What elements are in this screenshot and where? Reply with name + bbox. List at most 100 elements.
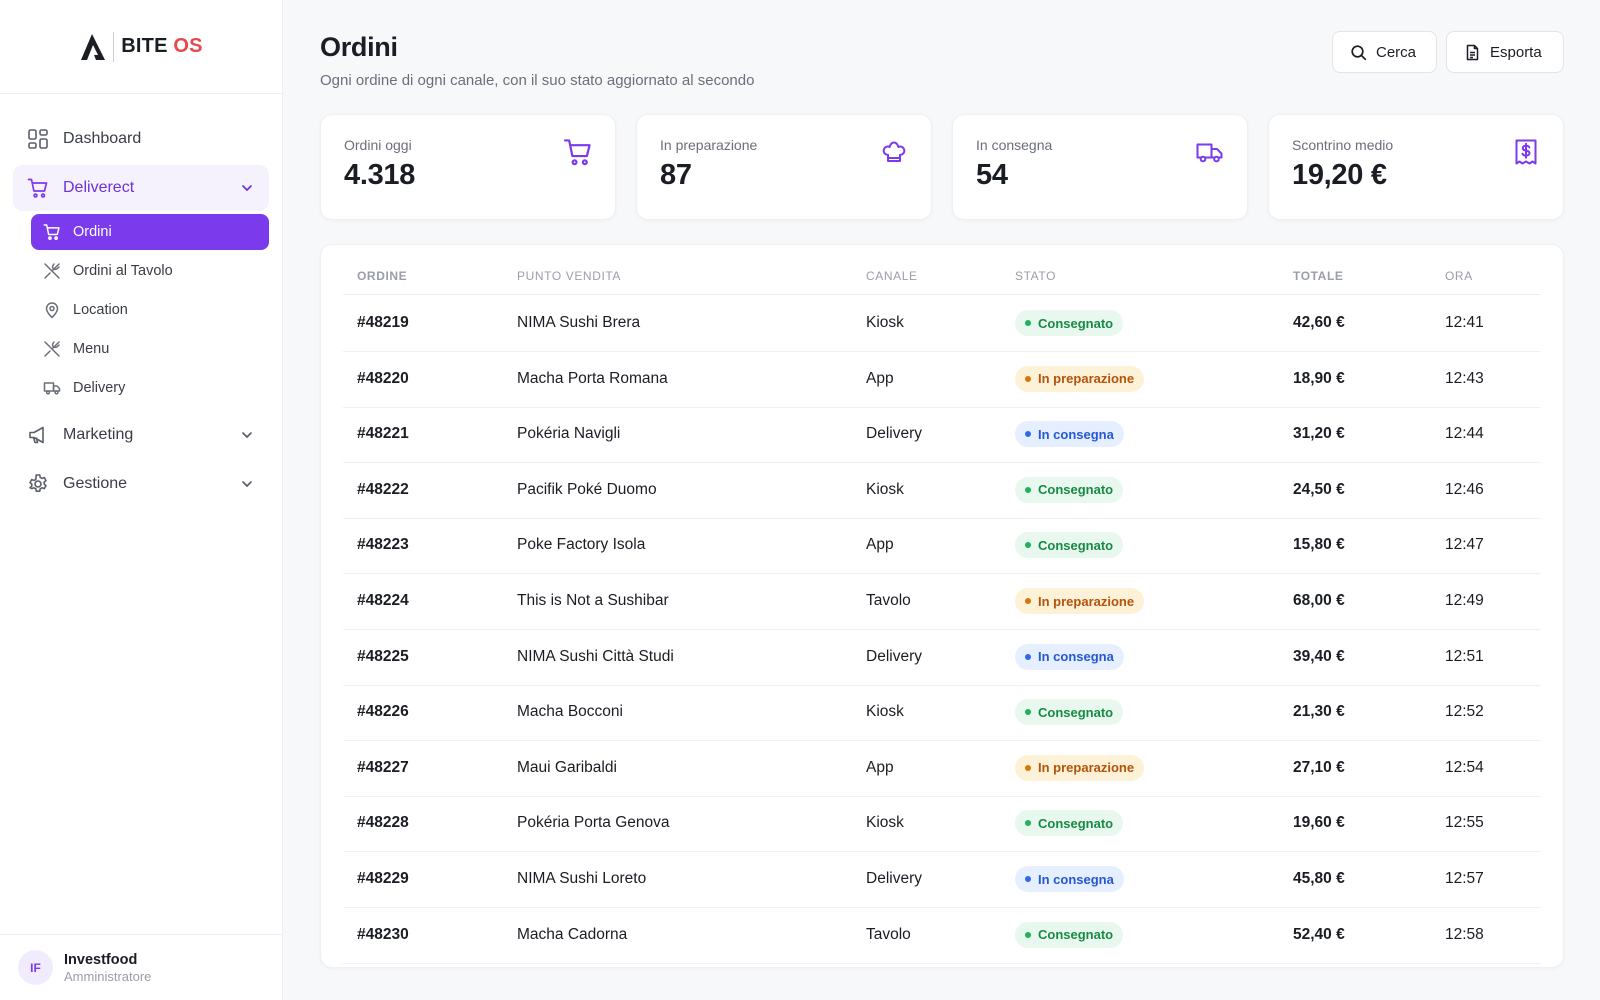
- truck-icon: [43, 379, 61, 397]
- logo-mark-icon: [81, 33, 106, 60]
- time-cell: 12:44: [1445, 425, 1484, 443]
- order-id-cell: #48220: [357, 369, 409, 387]
- time-cell: 12:51: [1445, 647, 1484, 665]
- channel-cell: Kiosk: [866, 814, 904, 832]
- total-cell: 24,50 €: [1293, 480, 1345, 498]
- status-badge: In preparazione: [1015, 754, 1145, 781]
- status-dot-icon: [1025, 931, 1031, 938]
- brand-logo[interactable]: BITE OS: [0, 0, 282, 94]
- order-id-cell: #48219: [357, 314, 409, 331]
- channel-cell: Kiosk: [866, 314, 904, 331]
- channel-cell: Tavolo: [866, 925, 911, 943]
- sidebar-item-deliverect[interactable]: Deliverect: [13, 165, 269, 211]
- sidebar-subitem-label: Location: [73, 302, 128, 318]
- table-row[interactable]: #48225 NIMA Sushi Città Studi Delivery In c…: [343, 629, 1541, 686]
- user-info: Investfood Amministratore: [64, 952, 151, 984]
- gear-icon: [27, 473, 49, 495]
- status-dot-icon: [1025, 820, 1031, 827]
- table-row[interactable]: #48224 This is Not a Sushibar Tavolo In pre…: [343, 573, 1541, 630]
- status-cell: In consegna: [1015, 851, 1124, 907]
- brand-name: BITE OS: [121, 35, 203, 57]
- sidebar-item-marketing[interactable]: Marketing: [13, 412, 269, 458]
- chevron-down-icon: [239, 476, 255, 492]
- sidebar-subitem-ordini[interactable]: Ordini: [31, 214, 269, 250]
- table-row[interactable]: #48219 NIMA Sushi Brera Kiosk Consegnato 42,…: [343, 295, 1541, 352]
- status-badge: In consegna: [1015, 643, 1124, 670]
- table-row[interactable]: #48223 Poke Factory Isola App Consegnato 15,…: [343, 517, 1541, 575]
- sidebar-item-dashboard[interactable]: Dashboard: [13, 116, 269, 162]
- store-cell: Pokéria Navigli: [517, 425, 621, 443]
- total-cell: 39,40 €: [1293, 647, 1345, 665]
- status-label: In preparazione: [1038, 760, 1135, 776]
- sidebar-subitem-location[interactable]: Location: [31, 292, 269, 328]
- cart-icon: [563, 137, 593, 167]
- search-button[interactable]: Cerca: [1332, 31, 1437, 73]
- status-badge: In preparazione: [1015, 365, 1145, 392]
- export-button-label: Esporta: [1490, 43, 1542, 61]
- status-cell: Consegnato: [1015, 295, 1124, 351]
- store-cell: Macha Bocconi: [517, 703, 623, 721]
- status-cell: Consegnato: [1015, 462, 1124, 518]
- user-name: Investfood: [64, 951, 138, 968]
- store-cell: Macha Cadorna: [517, 925, 628, 943]
- column-header-store[interactable]: PUNTO VENDITA: [517, 269, 622, 283]
- map-pin-icon: [43, 301, 61, 319]
- total-cell: 68,00 €: [1293, 592, 1345, 609]
- status-badge: In consegna: [1015, 866, 1124, 892]
- user-profile[interactable]: IF Investfood Amministratore: [0, 934, 283, 1000]
- stat-value: 19,20 €: [1292, 159, 1387, 191]
- document-icon: [1464, 44, 1481, 61]
- status-dot-icon: [1025, 486, 1031, 493]
- column-header-order[interactable]: ORDINE: [357, 269, 408, 283]
- status-badge: Consegnato: [1015, 310, 1124, 336]
- stat-value: 54: [976, 159, 1008, 191]
- table-row[interactable]: #48230 Macha Cadorna Tavolo Consegnato 52,40…: [343, 907, 1541, 964]
- page-title: Ordini: [320, 32, 398, 62]
- status-cell: Consegnato: [1015, 795, 1124, 851]
- time-cell: 12:52: [1445, 703, 1484, 721]
- status-dot-icon: [1025, 764, 1031, 771]
- table-row[interactable]: #48229 NIMA Sushi Loreto Delivery In conseg…: [343, 851, 1541, 908]
- column-header-channel[interactable]: CANALE: [866, 269, 918, 283]
- store-cell: NIMA Sushi Loreto: [517, 870, 647, 887]
- table-row[interactable]: #48220 Macha Porta Romana App In preparazio…: [343, 351, 1541, 408]
- sidebar-item-label: Dashboard: [63, 130, 142, 147]
- cart-icon: [27, 177, 49, 199]
- status-dot-icon: [1025, 876, 1031, 882]
- status-label: In consegna: [1038, 649, 1114, 665]
- total-cell: 42,60 €: [1293, 314, 1345, 331]
- sidebar-subitem-ordini-al-tavolo[interactable]: Ordini al Tavolo: [31, 253, 269, 289]
- channel-cell: Tavolo: [866, 592, 911, 609]
- table-row[interactable]: #48228 Pokéria Porta Genova Kiosk Consegnat…: [343, 795, 1541, 853]
- status-dot-icon: [1025, 653, 1031, 660]
- export-button[interactable]: Esporta: [1446, 31, 1564, 73]
- dashboard-icon: [27, 128, 49, 150]
- sidebar-subitem-menu[interactable]: Menu: [31, 331, 269, 367]
- table-row[interactable]: #48226 Macha Bocconi Kiosk Consegnato 21,30 …: [343, 684, 1541, 742]
- status-label: Consegnato: [1038, 482, 1114, 498]
- table-row[interactable]: #48221 Pokéria Navigli Delivery In consegna…: [343, 406, 1541, 464]
- sidebar-subitem-delivery[interactable]: Delivery: [31, 370, 269, 406]
- time-cell: 12:55: [1445, 814, 1484, 832]
- status-badge: In preparazione: [1015, 588, 1145, 614]
- status-dot-icon: [1025, 709, 1031, 716]
- status-dot-icon: [1025, 320, 1031, 326]
- status-badge: Consegnato: [1015, 532, 1124, 559]
- sidebar-item-gestione[interactable]: Gestione: [13, 461, 269, 507]
- table-row[interactable]: #48227 Maui Garibaldi App In preparazione 27…: [343, 740, 1541, 797]
- status-label: In preparazione: [1038, 371, 1135, 387]
- column-header-status[interactable]: STATO: [1015, 269, 1057, 283]
- chef-hat-icon: [879, 137, 909, 167]
- stat-label: Scontrino medio: [1292, 137, 1394, 153]
- table-row[interactable]: #48222 Pacifik Poké Duomo Kiosk Consegnato 2…: [343, 462, 1541, 519]
- channel-cell: Kiosk: [866, 703, 904, 721]
- column-header-time[interactable]: ORA: [1445, 269, 1473, 283]
- status-cell: Consegnato: [1015, 684, 1124, 740]
- store-cell: Macha Porta Romana: [517, 369, 668, 387]
- status-dot-icon: [1025, 542, 1031, 549]
- status-dot-icon: [1025, 375, 1031, 382]
- status-badge: Consegnato: [1015, 921, 1124, 948]
- total-cell: 52,40 €: [1293, 925, 1345, 943]
- column-header-total[interactable]: TOTALE: [1293, 269, 1344, 283]
- status-label: In consegna: [1038, 871, 1114, 887]
